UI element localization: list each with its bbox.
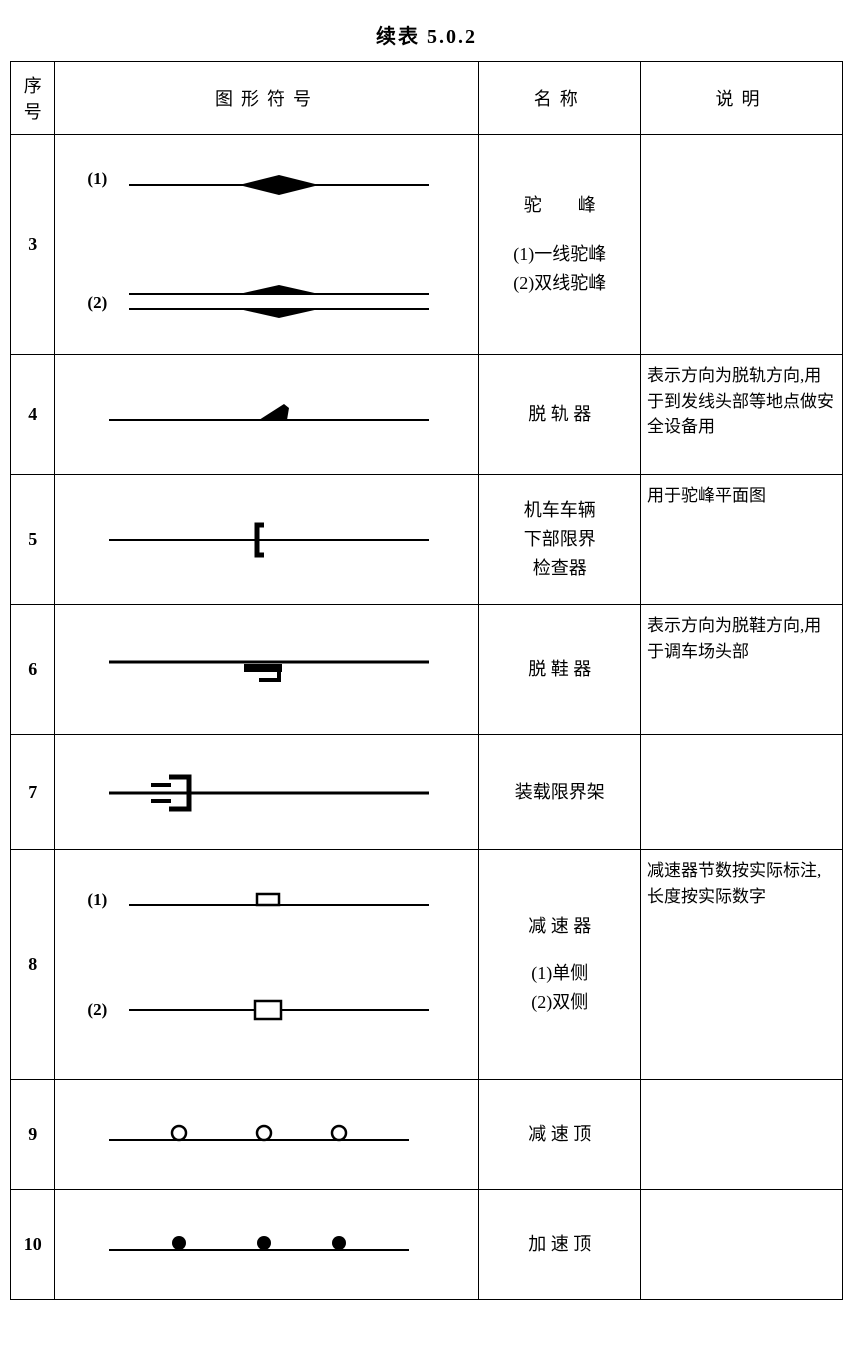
symbol-cell-reduce-top [55,1080,479,1190]
name-main: 脱 轨 器 [528,404,591,424]
desc-cell [641,735,843,850]
name-cell: 脱 鞋 器 [479,605,641,735]
name-cell: 减 速 顶 [479,1080,641,1190]
name-cell: 驼 峰 (1)一线驼峰 (2)双线驼峰 [479,135,641,355]
desc-cell [641,1190,843,1300]
table-row: 8 (1) (2) 减 速 器 (1)单 [11,850,843,1080]
symbol-cell-hump: (1) (2) [55,135,479,355]
table-row: 5 机车车辆 下部限界 检查器 用于驼峰平面图 [11,475,843,605]
table-row: 10 加 速 顶 [11,1190,843,1300]
name-sub1: (1)单侧 [483,959,636,988]
name-sub2: (2)双线驼峰 [483,269,636,298]
desc-cell: 表示方向为脱鞋方向,用于调车场头部 [641,605,843,735]
seq-cell: 8 [11,850,55,1080]
table-row: 9 减 速 顶 [11,1080,843,1190]
table-header-row: 序号 图形符号 名称 说明 [11,62,843,135]
desc-cell [641,135,843,355]
seq-cell: 4 [11,355,55,475]
name-main: 机车车辆 [483,496,636,525]
desc-cell: 表示方向为脱轨方向,用于到发线头部等地点做安全设备用 [641,355,843,475]
symbol-cell-derailer [55,355,479,475]
name-cell: 减 速 器 (1)单侧 (2)双侧 [479,850,641,1080]
symbol-cell-lower-gauge [55,475,479,605]
name-sub2: (2)双侧 [483,988,636,1017]
lower-gauge-checker-icon [109,515,429,565]
desc-cell: 减速器节数按实际标注,长度按实际数字 [641,850,843,1080]
symbol-sublabel: (2) [87,1000,107,1020]
name-main: 脱 鞋 器 [528,659,591,679]
name-sub2: 检查器 [483,554,636,583]
loading-gauge-frame-icon [109,765,429,820]
accelerator-top-icon [109,1225,429,1265]
col-name: 名称 [479,62,641,135]
seq-cell: 9 [11,1080,55,1190]
name-cell: 机车车辆 下部限界 检查器 [479,475,641,605]
name-cell: 加 速 顶 [479,1190,641,1300]
name-cell: 脱 轨 器 [479,355,641,475]
col-seq: 序号 [11,62,55,135]
desc-cell [641,1080,843,1190]
name-main: 减 速 器 [483,912,636,941]
shoe-remover-icon [109,640,429,690]
symbol-table: 序号 图形符号 名称 说明 3 (1) (2) [10,61,843,1300]
symbol-cell-retarder: (1) (2) [55,850,479,1080]
name-sub1: (1)一线驼峰 [483,240,636,269]
table-row: 3 (1) (2) 驼 [11,135,843,355]
seq-cell: 10 [11,1190,55,1300]
symbol-cell-loading-gauge [55,735,479,850]
table-row: 4 脱 轨 器 表示方向为脱轨方向,用于到发线头部等地点做安全设备用 [11,355,843,475]
symbol-sublabel: (1) [87,890,107,910]
seq-cell: 7 [11,735,55,850]
col-desc: 说明 [641,62,843,135]
retarder-single-icon [129,880,429,920]
symbol-sublabel: (1) [87,169,107,189]
name-main: 装载限界架 [515,782,605,802]
symbol-cell-shoe-remover [55,605,479,735]
hump-double-icon [129,279,429,325]
retarder-double-icon [129,990,429,1030]
desc-cell: 用于驼峰平面图 [641,475,843,605]
speed-reducer-top-icon [109,1115,429,1155]
symbol-sublabel: (2) [87,293,107,313]
symbol-cell-accel-top [55,1190,479,1300]
table-title: 续表 5.0.2 [10,20,843,49]
col-symbol: 图形符号 [55,62,479,135]
name-main: 减 速 顶 [528,1124,591,1144]
seq-cell: 3 [11,135,55,355]
hump-single-icon [129,165,429,205]
name-sub1: 下部限界 [483,525,636,554]
name-main: 驼 峰 [483,191,636,220]
table-row: 6 脱 鞋 器 表示方向为脱鞋方向,用于调车场头部 [11,605,843,735]
seq-cell: 6 [11,605,55,735]
derailer-icon [109,390,429,440]
name-cell: 装载限界架 [479,735,641,850]
name-main: 加 速 顶 [528,1234,591,1254]
table-row: 7 装载限界架 [11,735,843,850]
seq-cell: 5 [11,475,55,605]
